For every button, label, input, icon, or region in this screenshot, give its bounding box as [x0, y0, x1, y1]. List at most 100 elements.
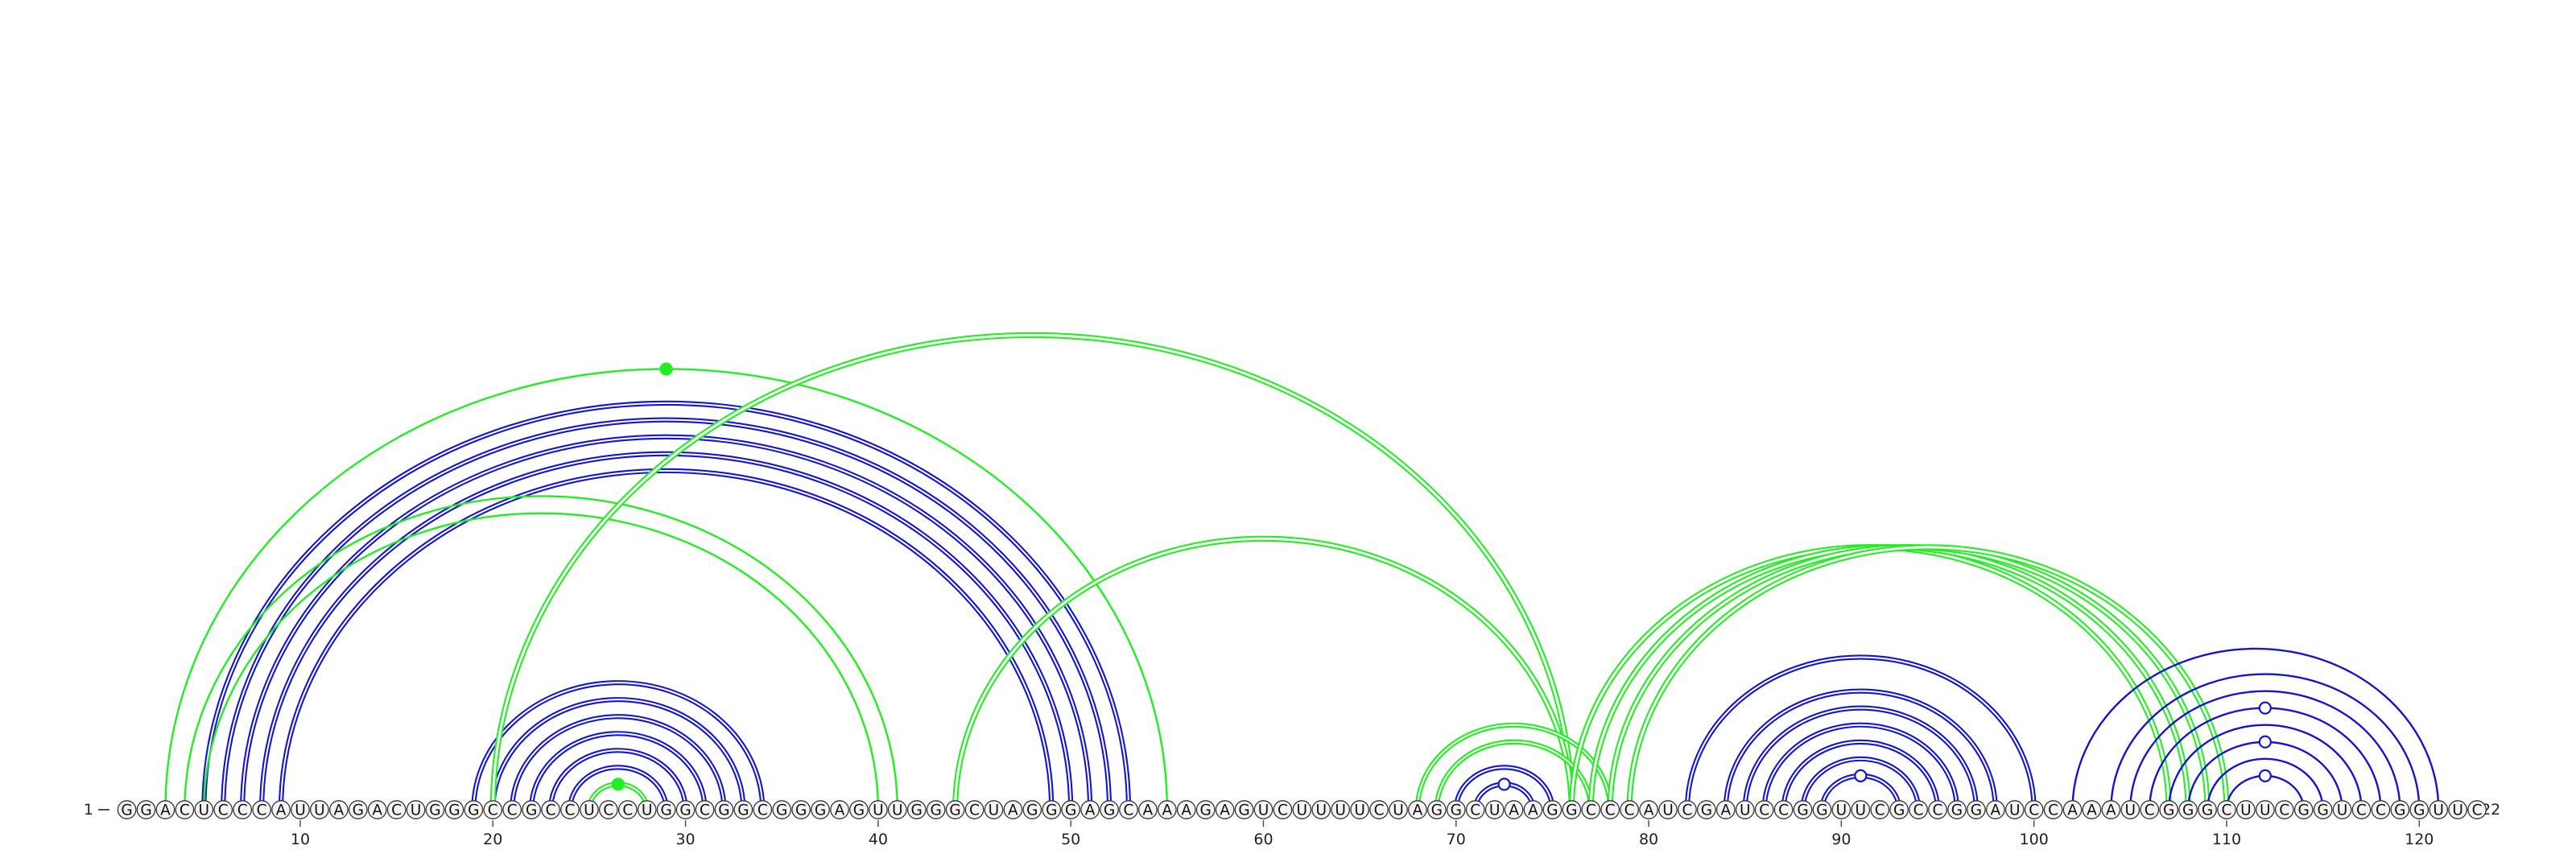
base-letter: G [930, 802, 941, 819]
base-letter: G [1046, 802, 1057, 819]
base-letter: G [2394, 802, 2405, 819]
base-43: G [926, 800, 946, 819]
arc-green-25-28 [586, 778, 650, 811]
base-letter: G [2202, 802, 2213, 819]
base-26: C [598, 800, 618, 819]
base-letter: U [199, 802, 210, 819]
base-letter: G [448, 802, 460, 819]
arc-blue-6-52 [221, 417, 1113, 811]
tick-120: 120 [2405, 820, 2434, 848]
base-91: U [1851, 800, 1871, 819]
tick-20: 20 [483, 820, 502, 848]
base-letter: G [1951, 802, 1963, 819]
base-35: G [772, 800, 792, 819]
base-letter: U [892, 802, 903, 819]
base-42: G [906, 800, 927, 819]
arc-marker-open [1497, 778, 1511, 791]
base-62: U [1292, 800, 1312, 819]
base-letter: C [969, 802, 980, 819]
base-letter: G [679, 802, 691, 819]
base-letter: U [1315, 802, 1327, 819]
arc-marker-open [2258, 769, 2272, 782]
base-95: C [1928, 800, 1947, 819]
base-74: A [1523, 800, 1543, 819]
base-letter: U [2240, 802, 2252, 819]
base-letter: G [795, 802, 807, 819]
base-23: C [541, 800, 560, 819]
arc-blue-89-93 [1819, 769, 1902, 811]
base-letter: G [1893, 802, 1905, 819]
base-38: A [830, 800, 849, 819]
base-119: G [2390, 800, 2410, 819]
base-letter: G [353, 802, 364, 819]
base-77: C [1581, 800, 1601, 819]
base-letter: G [1566, 802, 1577, 819]
base-105: U [2120, 800, 2140, 819]
base-7: C [233, 800, 253, 819]
base-68: A [1408, 800, 1427, 819]
base-24: C [560, 800, 580, 819]
arc-green-44-76 [952, 535, 1575, 811]
base-letter: A [1528, 802, 1538, 819]
base-letter: U [989, 802, 1000, 819]
base-94: C [1909, 800, 1928, 819]
base-29: G [656, 800, 676, 819]
base-letter: C [622, 802, 633, 819]
arc-blue-110-114 [2225, 769, 2305, 811]
base-letter: A [1644, 802, 1654, 819]
base-106: C [2140, 800, 2160, 819]
base-letter: A [1720, 802, 1731, 819]
base-letter: A [1990, 802, 2000, 819]
base-55: A [1157, 800, 1177, 819]
base-letter: U [2433, 802, 2444, 819]
base-39: G [849, 800, 869, 819]
base-102: A [2062, 800, 2083, 819]
tick-50: 50 [1061, 820, 1080, 848]
arc-green-3-55 [164, 362, 1169, 811]
arc-green-68-78 [1414, 722, 1613, 811]
base-letter: U [1662, 802, 1674, 819]
base-75: G [1542, 800, 1563, 819]
base-99: U [2004, 800, 2025, 819]
base-13: G [348, 800, 368, 819]
base-12: A [328, 800, 349, 819]
base-letter: A [1008, 802, 1018, 819]
base-72: U [1484, 800, 1505, 819]
base-11: U [310, 800, 329, 819]
base-letter: A [276, 802, 287, 819]
base-123: C [2467, 800, 2487, 819]
base-4: C [175, 800, 195, 819]
base-33: G [733, 800, 753, 819]
base-92: C [1870, 800, 1890, 819]
base-letter: G [1701, 802, 1712, 819]
base-113: C [2274, 800, 2294, 819]
arc-blue-85-97 [1742, 705, 1979, 811]
base-57: G [1195, 800, 1216, 819]
base-letter: G [1200, 802, 1212, 819]
arc-blue-87-95 [1781, 739, 1941, 811]
arc-blue-7-51 [240, 434, 1093, 811]
base-16: U [406, 800, 426, 819]
arc-blue-82-100 [1684, 654, 2037, 811]
arc-blue-22-31 [529, 731, 708, 811]
base-letter: C [2145, 802, 2155, 819]
base-22: G [522, 800, 541, 819]
base-85: U [1735, 800, 1755, 819]
arc-blue-108-116 [2186, 735, 2343, 811]
base-letter: A [1085, 802, 1096, 819]
base-52: G [1100, 800, 1119, 819]
base-69: G [1426, 800, 1447, 819]
base-letter: U [1856, 802, 1867, 819]
base-letter: U [411, 802, 422, 819]
tick-label: 40 [869, 831, 888, 848]
base-28: U [637, 800, 657, 819]
base-18: G [444, 800, 464, 819]
base-letter: C [1624, 802, 1635, 819]
base-letter: C [257, 802, 267, 819]
arc-layer [164, 332, 2440, 811]
base-letter: A [334, 802, 345, 819]
base-101: C [2043, 800, 2063, 819]
base-10: U [291, 800, 310, 819]
base-letter: U [295, 802, 306, 819]
